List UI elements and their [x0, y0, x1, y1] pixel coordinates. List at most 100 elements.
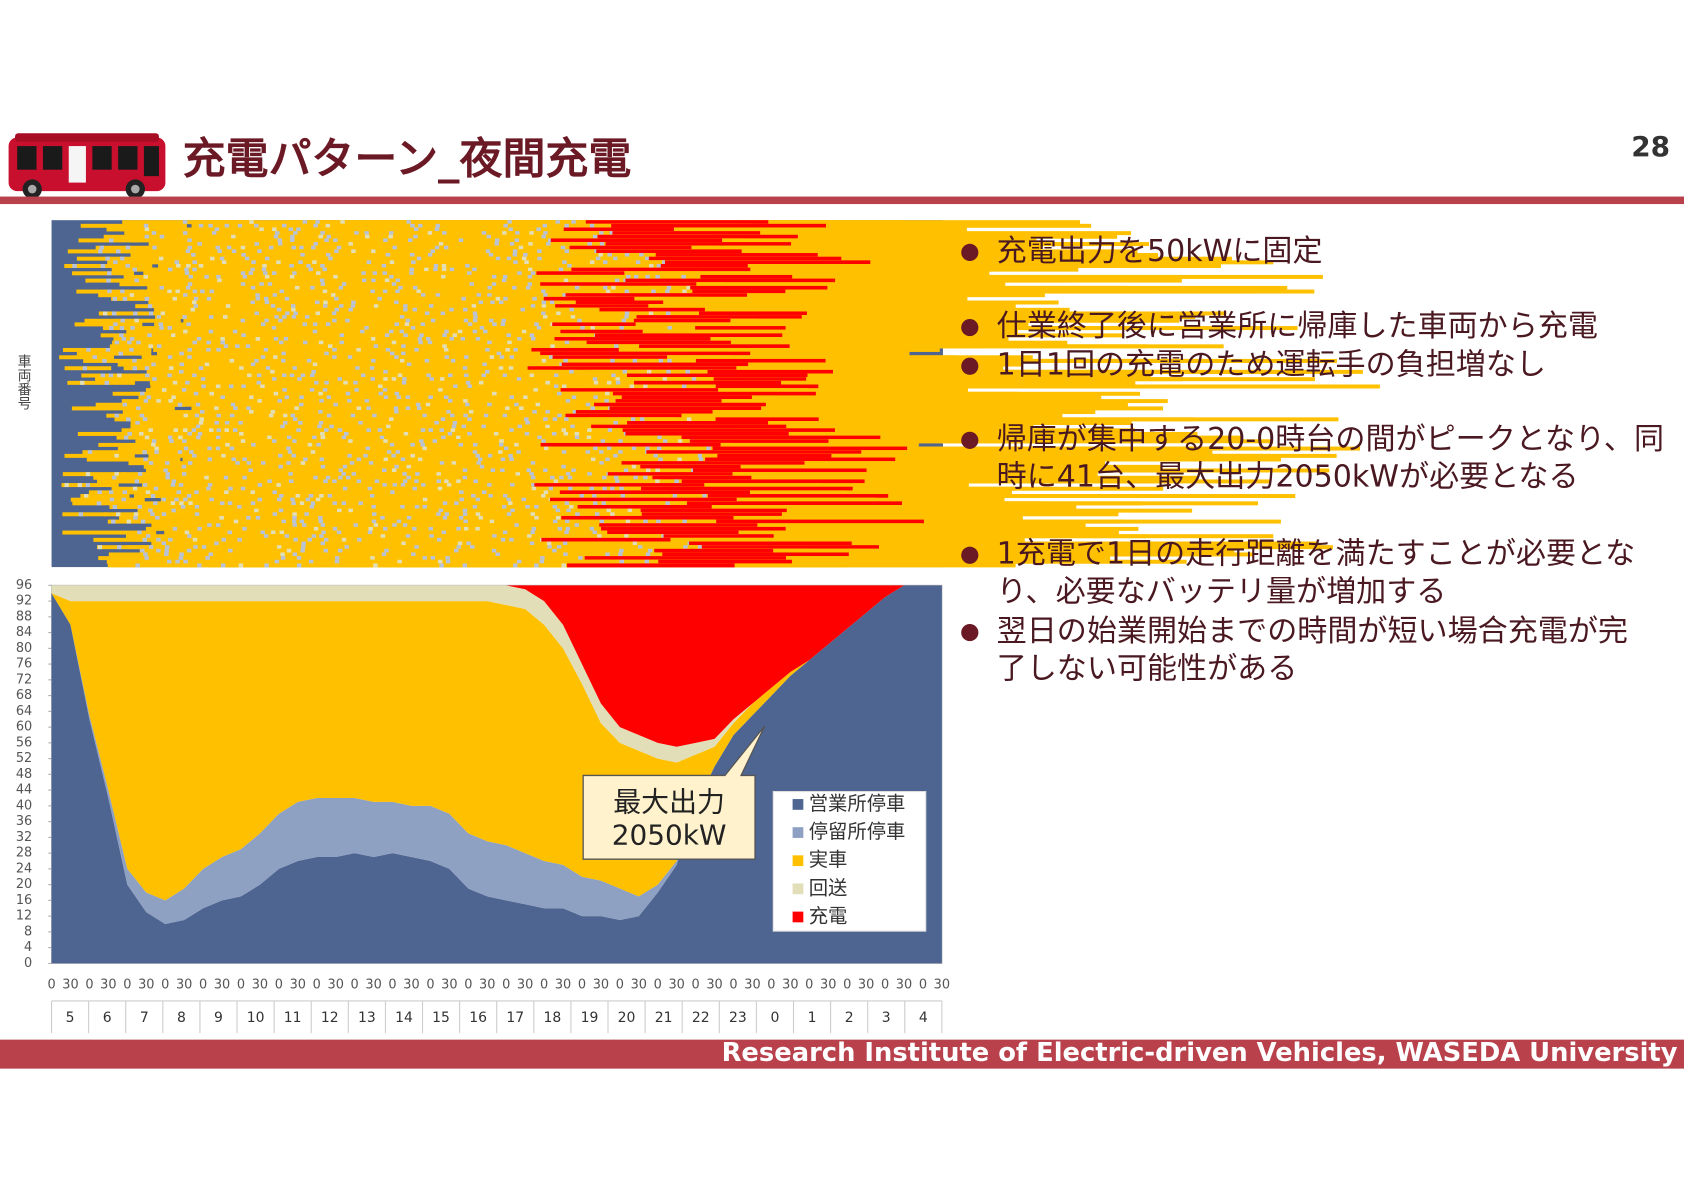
- heat-cell: [674, 479, 679, 484]
- heat-cell: [493, 431, 499, 436]
- heat-cell: [509, 457, 514, 462]
- heat-cell: [550, 475, 555, 480]
- heat-cell: [151, 523, 321, 528]
- heat-cell: [229, 413, 235, 418]
- heat-cell: [246, 515, 251, 520]
- heat-cell: [478, 300, 484, 305]
- heat-cell: [216, 428, 221, 433]
- heat-cell: [324, 380, 329, 385]
- heat-cell: [593, 446, 598, 451]
- heat-cell: [309, 388, 315, 393]
- heat-cell: [302, 220, 308, 225]
- heat-cell: [614, 278, 620, 283]
- heat-cell: [268, 245, 274, 250]
- heat-cell: [444, 479, 449, 484]
- heat-cell: [383, 238, 388, 243]
- heat-cell: [372, 413, 377, 418]
- heat-cell: [315, 300, 320, 305]
- heat-cell: [520, 307, 525, 312]
- heat-cell: [448, 399, 453, 404]
- heat-cell: [478, 380, 484, 385]
- heat-cell: [472, 311, 478, 316]
- heat-cell: [662, 552, 849, 557]
- heat-cell: [570, 410, 1096, 415]
- heat-cell: [659, 260, 1274, 265]
- heat-cell: [534, 483, 705, 488]
- heat-cell: [611, 263, 1221, 268]
- heat-cell: [681, 479, 865, 484]
- heat-cell: [108, 490, 114, 495]
- heat-cell: [281, 519, 286, 524]
- heat-cell: [273, 337, 279, 342]
- heat-cell: [200, 410, 205, 415]
- heat-cell: [328, 256, 333, 261]
- heat-cell: [476, 293, 482, 298]
- heat-cell: [445, 559, 451, 564]
- heat-cell: [571, 395, 577, 400]
- heat-cell: [314, 380, 319, 385]
- heat-cell: [192, 340, 197, 345]
- heat-cell: [563, 278, 569, 283]
- legend-swatch: [792, 911, 804, 923]
- heat-cell: [502, 231, 507, 236]
- heat-cell: [528, 242, 533, 247]
- heat-cell: [281, 351, 286, 356]
- heat-cell: [308, 559, 314, 564]
- heat-cell: [302, 340, 308, 345]
- heat-cell: [492, 391, 497, 396]
- heat-cell: [607, 428, 613, 433]
- areas: [51, 585, 942, 964]
- heat-cell: [250, 267, 255, 272]
- x-tick-label: 30: [668, 977, 684, 992]
- heat-cell: [530, 461, 536, 466]
- heat-cell: [390, 490, 395, 495]
- x-tick-label: 30: [631, 977, 647, 992]
- heat-cell: [112, 296, 118, 301]
- heat-cell: [412, 307, 418, 312]
- heat-cell: [664, 260, 871, 265]
- heat-cell: [396, 519, 402, 524]
- heat-cell: [713, 377, 807, 382]
- heat-cell: [672, 494, 678, 499]
- heat-cell: [320, 541, 326, 546]
- heat-cell: [240, 486, 246, 491]
- heat-cell: [256, 380, 262, 385]
- heat-cell: [529, 541, 535, 546]
- heat-cell: [478, 515, 483, 520]
- x-tick-label: 0: [540, 977, 548, 992]
- heat-cell: [256, 373, 262, 378]
- heat-cell: [337, 508, 342, 513]
- hour-label: 2: [845, 1010, 854, 1026]
- heat-cell: [500, 468, 505, 473]
- heat-cell: [134, 278, 139, 283]
- heat-cell: [644, 256, 650, 261]
- heat-cell: [300, 461, 306, 466]
- heat-cell: [345, 318, 350, 323]
- heat-cell: [594, 512, 600, 517]
- heat-cell: [125, 245, 131, 250]
- heat-cell: [433, 267, 438, 272]
- heat-cell: [541, 311, 546, 316]
- heat-cell: [456, 545, 461, 550]
- heat-cell: [231, 234, 236, 239]
- heat-cell: [692, 468, 867, 473]
- heat-cell: [119, 515, 223, 520]
- heat-cell: [435, 293, 441, 298]
- heat-cell: [599, 461, 604, 466]
- heat-cell: [600, 439, 606, 444]
- y-tick-label: 20: [16, 877, 32, 892]
- heat-cell: [171, 508, 176, 513]
- heat-cell: [135, 439, 282, 444]
- heat-cell: [552, 505, 558, 509]
- heat-cell: [428, 526, 434, 531]
- heat-cell: [289, 373, 295, 378]
- heat-cell: [159, 234, 165, 239]
- heat-cell: [437, 486, 443, 491]
- heat-cell: [615, 479, 620, 484]
- heat-cell: [327, 494, 333, 499]
- heat-cell: [636, 315, 802, 320]
- heat-cell: [195, 424, 201, 429]
- heat-cell: [400, 483, 406, 488]
- heat-cell: [322, 267, 327, 272]
- heat-cell: [541, 472, 1098, 477]
